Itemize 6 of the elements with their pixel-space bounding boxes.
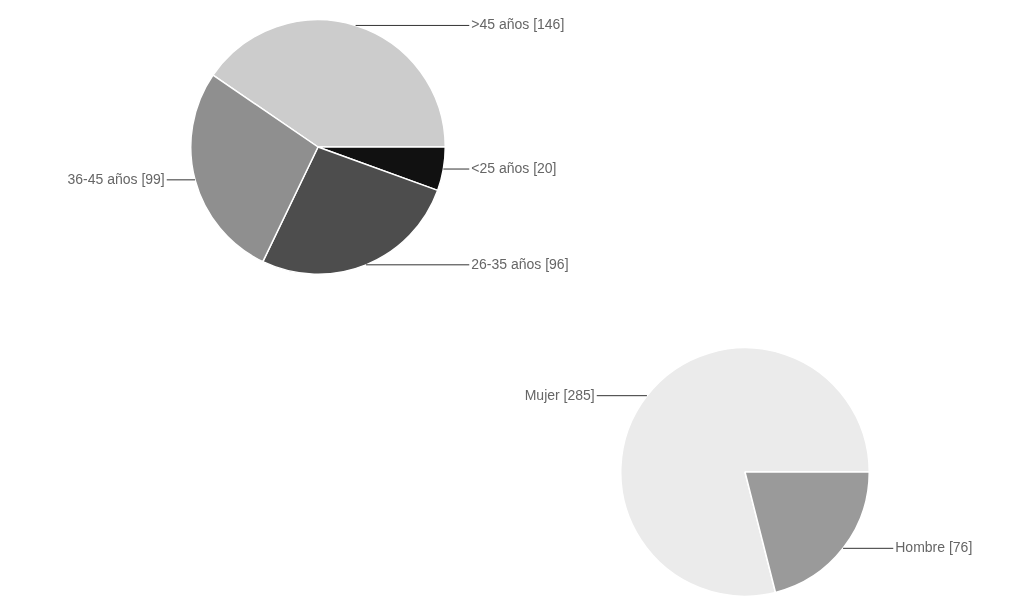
slice-label: 36-45 años [99]	[67, 170, 165, 187]
slice-label: >45 años [146]	[471, 16, 565, 33]
slice-label: Hombre [76]	[895, 539, 973, 556]
slice-label: <25 años [20]	[471, 159, 557, 176]
slice-label: Mujer [285]	[524, 386, 595, 403]
slice-label: 26-35 años [96]	[471, 255, 569, 272]
